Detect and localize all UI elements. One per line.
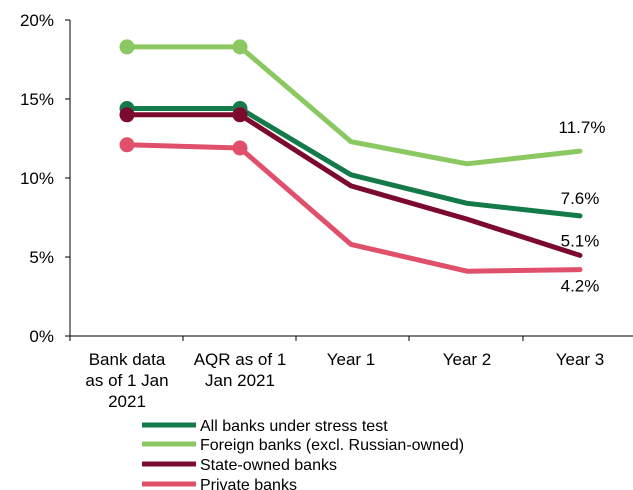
series-end-data-label: 11.7%: [559, 118, 606, 137]
x-tick-label-line: Jan 2021: [205, 371, 275, 390]
series-end-data-label: 7.6%: [561, 189, 600, 208]
y-tick-label: 15%: [20, 90, 54, 109]
series-line: [124, 142, 583, 274]
x-tick-label-line: 2021: [108, 392, 146, 411]
x-tick-label-line: Bank data: [89, 350, 166, 369]
x-tick-label-line: as of 1 Jan: [85, 371, 168, 390]
legend-entry: Private banks: [142, 477, 297, 490]
x-tick-label: Year 3: [556, 350, 605, 369]
legend-label: Private banks: [200, 477, 297, 490]
series-point-marker: [232, 107, 248, 123]
series-end-data-label: 5.1%: [561, 231, 600, 250]
x-tick-label-line: Year 2: [443, 350, 492, 369]
y-tick-label: 10%: [20, 169, 54, 188]
x-tick-label-line: AQR as of 1: [194, 350, 287, 369]
legend-entry: All banks under stress test: [142, 418, 388, 435]
y-tick-label: 0%: [29, 327, 54, 346]
series-line: [124, 106, 583, 219]
series-point-marker: [119, 107, 135, 123]
legend-entry: State-owned banks: [142, 457, 337, 474]
series-end-data-label: 4.2%: [561, 277, 600, 296]
y-tick-label: 20%: [20, 11, 54, 30]
x-tick-label: Year 1: [327, 350, 376, 369]
x-tick-label: Year 2: [443, 350, 492, 369]
legend-label: Foreign banks (excl. Russian-owned): [200, 437, 464, 454]
series-line: [124, 44, 583, 167]
x-tick-label-line: Year 1: [327, 350, 376, 369]
data-labels: 7.6% 11.7% 5.1% 4.2%: [559, 118, 606, 296]
y-tick-label: 5%: [29, 248, 54, 267]
legend-entry: Foreign banks (excl. Russian-owned): [142, 437, 464, 454]
x-tick-label: Bank data as of 1 Jan 2021: [85, 350, 168, 411]
legend-label: All banks under stress test: [200, 418, 388, 435]
x-tick-label-line: Year 3: [556, 350, 605, 369]
series-point-marker: [232, 140, 248, 156]
x-tick-label: AQR as of 1 Jan 2021: [194, 350, 287, 390]
series-line: [124, 112, 583, 258]
legend-label: State-owned banks: [200, 457, 337, 474]
series-point-marker: [119, 137, 135, 153]
series-lines: [119, 39, 583, 274]
series-point-marker: [232, 39, 248, 55]
axes: 0% 5% 10% 15% 20% Bank data as of 1 Jan 2021 AQR…: [20, 11, 633, 411]
legend: All banks under stress test Foreign banks…: [142, 418, 464, 490]
series-point-marker: [119, 39, 135, 55]
